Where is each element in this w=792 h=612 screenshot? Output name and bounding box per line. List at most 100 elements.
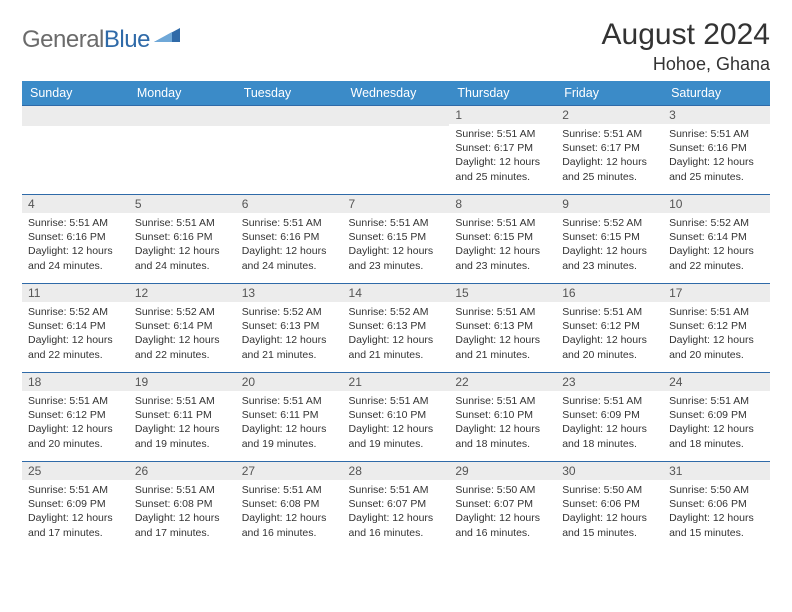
detail-line: Sunrise: 5:51 AM xyxy=(28,394,123,408)
detail-line: and 19 minutes. xyxy=(349,437,444,451)
detail-line: Daylight: 12 hours xyxy=(562,422,657,436)
day-cell: 8Sunrise: 5:51 AMSunset: 6:15 PMDaylight… xyxy=(449,195,556,284)
brand-word-2: Blue xyxy=(104,26,150,53)
detail-line: and 18 minutes. xyxy=(455,437,550,451)
day-number: 29 xyxy=(449,462,556,480)
day-details: Sunrise: 5:52 AMSunset: 6:14 PMDaylight:… xyxy=(663,213,770,277)
day-number: 16 xyxy=(556,284,663,302)
detail-line: Sunrise: 5:51 AM xyxy=(455,305,550,319)
detail-line: Daylight: 12 hours xyxy=(455,422,550,436)
detail-line: Daylight: 12 hours xyxy=(242,422,337,436)
detail-line: Sunrise: 5:51 AM xyxy=(562,394,657,408)
detail-line: Sunset: 6:10 PM xyxy=(455,408,550,422)
detail-line: and 16 minutes. xyxy=(242,526,337,540)
detail-line: Sunset: 6:15 PM xyxy=(562,230,657,244)
detail-line: Daylight: 12 hours xyxy=(28,422,123,436)
day-number: 7 xyxy=(343,195,450,213)
day-details: Sunrise: 5:51 AMSunset: 6:09 PMDaylight:… xyxy=(556,391,663,455)
detail-line: and 15 minutes. xyxy=(562,526,657,540)
day-cell: 29Sunrise: 5:50 AMSunset: 6:07 PMDayligh… xyxy=(449,462,556,551)
detail-line: Daylight: 12 hours xyxy=(135,511,230,525)
day-cell: 30Sunrise: 5:50 AMSunset: 6:06 PMDayligh… xyxy=(556,462,663,551)
detail-line: and 25 minutes. xyxy=(455,170,550,184)
detail-line: Daylight: 12 hours xyxy=(669,244,764,258)
title-block: August 2024 Hohoe, Ghana xyxy=(602,18,770,75)
detail-line: Sunset: 6:13 PM xyxy=(349,319,444,333)
detail-line: and 21 minutes. xyxy=(455,348,550,362)
day-cell: 2Sunrise: 5:51 AMSunset: 6:17 PMDaylight… xyxy=(556,106,663,195)
detail-line: Daylight: 12 hours xyxy=(562,511,657,525)
day-number: 5 xyxy=(129,195,236,213)
day-cell: 12Sunrise: 5:52 AMSunset: 6:14 PMDayligh… xyxy=(129,284,236,373)
day-cell: 7Sunrise: 5:51 AMSunset: 6:15 PMDaylight… xyxy=(343,195,450,284)
day-details: Sunrise: 5:51 AMSunset: 6:13 PMDaylight:… xyxy=(449,302,556,366)
brand-word-1: General xyxy=(22,26,104,53)
day-details: Sunrise: 5:51 AMSunset: 6:12 PMDaylight:… xyxy=(663,302,770,366)
detail-line: Sunset: 6:08 PM xyxy=(135,497,230,511)
detail-line: and 22 minutes. xyxy=(669,259,764,273)
detail-line: and 25 minutes. xyxy=(562,170,657,184)
day-number: 24 xyxy=(663,373,770,391)
day-details: Sunrise: 5:51 AMSunset: 6:15 PMDaylight:… xyxy=(449,213,556,277)
detail-line: Sunset: 6:06 PM xyxy=(562,497,657,511)
day-details: Sunrise: 5:51 AMSunset: 6:16 PMDaylight:… xyxy=(22,213,129,277)
day-details xyxy=(129,126,236,189)
detail-line: Sunset: 6:17 PM xyxy=(562,141,657,155)
detail-line: Sunrise: 5:51 AM xyxy=(562,127,657,141)
detail-line: and 24 minutes. xyxy=(135,259,230,273)
detail-line: Daylight: 12 hours xyxy=(669,155,764,169)
detail-line: Daylight: 12 hours xyxy=(669,422,764,436)
detail-line: Sunset: 6:16 PM xyxy=(669,141,764,155)
detail-line: Daylight: 12 hours xyxy=(455,244,550,258)
day-cell: 10Sunrise: 5:52 AMSunset: 6:14 PMDayligh… xyxy=(663,195,770,284)
detail-line: Sunset: 6:16 PM xyxy=(242,230,337,244)
day-number: 30 xyxy=(556,462,663,480)
day-number: 17 xyxy=(663,284,770,302)
day-cell: 27Sunrise: 5:51 AMSunset: 6:08 PMDayligh… xyxy=(236,462,343,551)
detail-line: Sunrise: 5:50 AM xyxy=(455,483,550,497)
day-cell: 22Sunrise: 5:51 AMSunset: 6:10 PMDayligh… xyxy=(449,373,556,462)
day-cell: 3Sunrise: 5:51 AMSunset: 6:16 PMDaylight… xyxy=(663,106,770,195)
weekday-header: SundayMondayTuesdayWednesdayThursdayFrid… xyxy=(22,81,770,106)
detail-line: Sunrise: 5:51 AM xyxy=(242,483,337,497)
weekday-saturday: Saturday xyxy=(663,81,770,106)
day-details: Sunrise: 5:52 AMSunset: 6:14 PMDaylight:… xyxy=(22,302,129,366)
detail-line: Sunrise: 5:51 AM xyxy=(455,216,550,230)
detail-line: Sunrise: 5:52 AM xyxy=(669,216,764,230)
day-cell: 15Sunrise: 5:51 AMSunset: 6:13 PMDayligh… xyxy=(449,284,556,373)
detail-line: Daylight: 12 hours xyxy=(135,333,230,347)
detail-line: Sunrise: 5:51 AM xyxy=(349,394,444,408)
detail-line: and 15 minutes. xyxy=(669,526,764,540)
day-details: Sunrise: 5:51 AMSunset: 6:11 PMDaylight:… xyxy=(236,391,343,455)
detail-line: Sunset: 6:12 PM xyxy=(28,408,123,422)
detail-line: and 17 minutes. xyxy=(28,526,123,540)
day-details: Sunrise: 5:51 AMSunset: 6:11 PMDaylight:… xyxy=(129,391,236,455)
detail-line: Daylight: 12 hours xyxy=(28,511,123,525)
day-details xyxy=(343,126,450,189)
day-number: 6 xyxy=(236,195,343,213)
detail-line: Daylight: 12 hours xyxy=(669,511,764,525)
day-cell xyxy=(343,106,450,195)
detail-line: Sunrise: 5:50 AM xyxy=(669,483,764,497)
day-number: 26 xyxy=(129,462,236,480)
day-number: 13 xyxy=(236,284,343,302)
detail-line: Sunrise: 5:51 AM xyxy=(669,305,764,319)
day-details: Sunrise: 5:51 AMSunset: 6:15 PMDaylight:… xyxy=(343,213,450,277)
detail-line: Daylight: 12 hours xyxy=(242,244,337,258)
day-cell: 20Sunrise: 5:51 AMSunset: 6:11 PMDayligh… xyxy=(236,373,343,462)
detail-line: and 24 minutes. xyxy=(242,259,337,273)
week-row: 11Sunrise: 5:52 AMSunset: 6:14 PMDayligh… xyxy=(22,284,770,373)
day-details: Sunrise: 5:51 AMSunset: 6:08 PMDaylight:… xyxy=(236,480,343,544)
detail-line: and 23 minutes. xyxy=(562,259,657,273)
day-cell: 1Sunrise: 5:51 AMSunset: 6:17 PMDaylight… xyxy=(449,106,556,195)
weekday-thursday: Thursday xyxy=(449,81,556,106)
day-cell: 31Sunrise: 5:50 AMSunset: 6:06 PMDayligh… xyxy=(663,462,770,551)
weekday-monday: Monday xyxy=(129,81,236,106)
day-details: Sunrise: 5:51 AMSunset: 6:17 PMDaylight:… xyxy=(556,124,663,188)
day-cell: 4Sunrise: 5:51 AMSunset: 6:16 PMDaylight… xyxy=(22,195,129,284)
day-details xyxy=(236,126,343,189)
weekday-sunday: Sunday xyxy=(22,81,129,106)
day-cell xyxy=(129,106,236,195)
week-row: 25Sunrise: 5:51 AMSunset: 6:09 PMDayligh… xyxy=(22,462,770,551)
detail-line: Sunset: 6:14 PM xyxy=(669,230,764,244)
